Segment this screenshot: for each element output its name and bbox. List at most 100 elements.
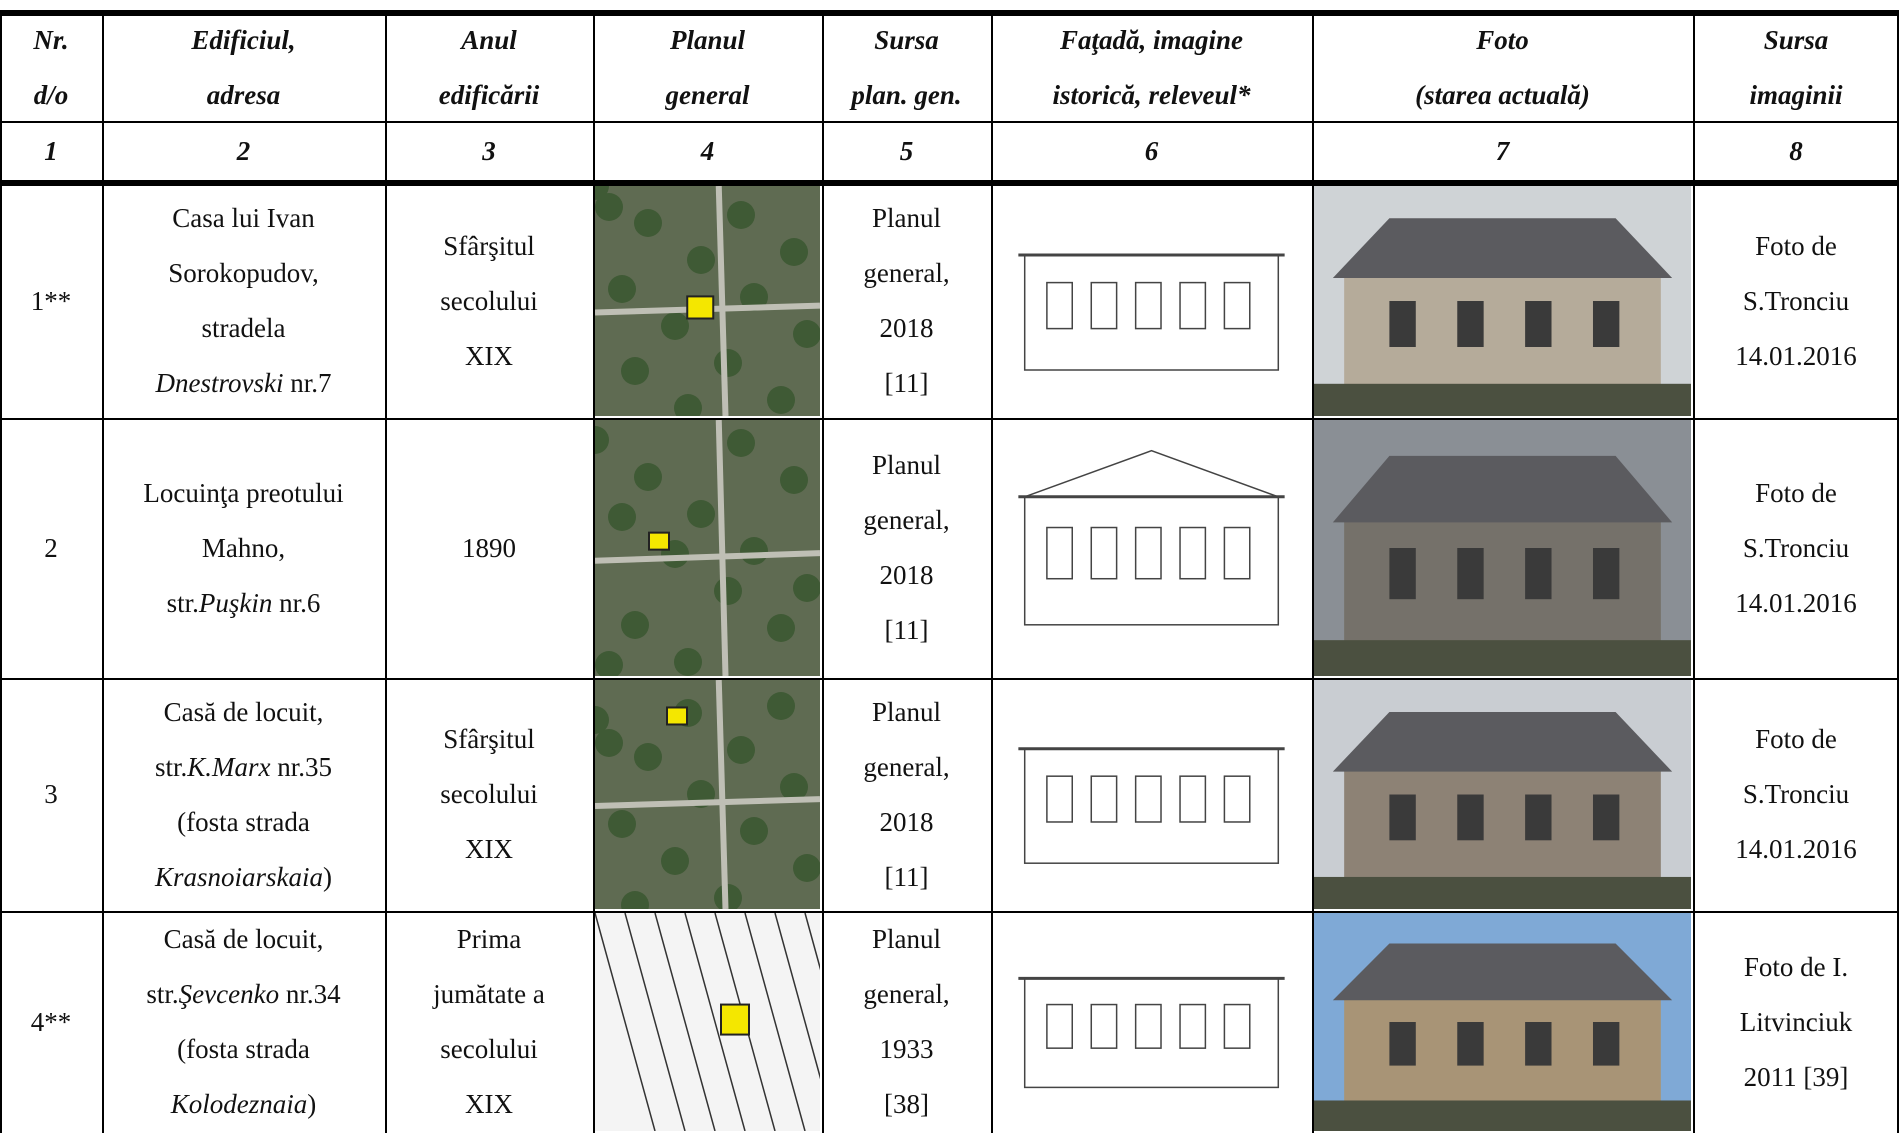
text-line: stradela xyxy=(201,313,286,343)
circle xyxy=(621,891,649,909)
circle xyxy=(793,854,820,882)
text-line: Litvinciuk xyxy=(1739,1006,1853,1037)
rect xyxy=(1389,1022,1416,1066)
circle xyxy=(727,429,755,457)
text-segment: nr.7 xyxy=(283,368,332,398)
rect xyxy=(1090,775,1118,823)
rect xyxy=(666,706,688,726)
table-cell: 4** xyxy=(0,911,102,1133)
text-line: XIX xyxy=(465,1089,513,1119)
table-cell: Sursa plan. gen. xyxy=(822,14,991,121)
circle xyxy=(634,743,662,771)
text-line: secolului xyxy=(440,285,538,316)
facade-drawing xyxy=(1018,253,1285,371)
rect xyxy=(648,531,670,551)
site-plan-image xyxy=(595,680,820,909)
text-line: S.Tronciu xyxy=(1742,532,1850,563)
table-cell: Casă de locuit, str.K.Marx nr.35 (fosta st… xyxy=(102,678,385,911)
rect xyxy=(1179,775,1207,823)
text-line: S.Tronciu xyxy=(1742,779,1850,809)
text-line: 14.01.2016 xyxy=(1735,340,1857,371)
row-number: 2 xyxy=(44,532,58,563)
path xyxy=(1332,712,1673,772)
table-cell: 1** xyxy=(0,184,102,418)
text-line: adresa xyxy=(206,79,281,110)
line xyxy=(595,550,820,564)
text-line: 2011 [39] xyxy=(1743,1061,1849,1092)
site-plan-image xyxy=(595,913,820,1131)
rect xyxy=(1525,548,1552,600)
text-line: general, xyxy=(863,751,950,782)
rect xyxy=(1525,1022,1552,1066)
text-line: Prima xyxy=(456,924,522,954)
path xyxy=(1024,449,1279,498)
vertical-rule xyxy=(991,10,993,1133)
text-segment: str. xyxy=(166,587,199,618)
text-line: 1933 xyxy=(879,1034,934,1064)
vertical-rule xyxy=(1693,10,1695,1133)
column-number: 6 xyxy=(1144,136,1159,166)
column-number: 3 xyxy=(482,136,496,166)
circle xyxy=(674,648,702,676)
text-segment: Şevcenko xyxy=(178,979,280,1009)
circle xyxy=(608,810,636,838)
text-line: Casă de locuit, xyxy=(163,924,324,954)
current-photo xyxy=(1314,186,1691,416)
rect xyxy=(595,913,820,1131)
circle xyxy=(634,463,662,491)
text-line: Sursa xyxy=(1763,24,1829,55)
rect xyxy=(1525,794,1552,841)
rect xyxy=(1592,794,1620,841)
table-cell: Foto de S.Tronciu 14.01.2016 xyxy=(1693,184,1899,418)
horizontal-rule xyxy=(0,121,1899,123)
rect xyxy=(1223,1003,1251,1049)
rect xyxy=(1046,526,1073,580)
rect xyxy=(686,295,715,320)
table-cell: Sfârşitul secolului XIX xyxy=(385,678,593,911)
text-line: Planul xyxy=(669,24,746,55)
table-cell: Foto (starea actuală) xyxy=(1312,14,1693,121)
table-cell: 1890 xyxy=(385,418,593,678)
horizontal-rule xyxy=(0,911,1899,913)
vertical-rule xyxy=(0,10,2,1133)
text-line: secolului xyxy=(440,779,538,809)
text-line: 14.01.2016 xyxy=(1735,834,1857,864)
rect xyxy=(1314,640,1691,676)
rect xyxy=(1525,301,1552,347)
text-line: Locuinţa preotului xyxy=(143,477,344,508)
table-cell: Sursa imaginii xyxy=(1693,14,1899,121)
circle xyxy=(793,574,820,602)
rect xyxy=(1389,794,1416,841)
circle xyxy=(595,706,609,734)
horizontal-rule xyxy=(0,180,1899,186)
circle xyxy=(595,729,623,757)
row-number: 3 xyxy=(44,779,58,809)
column-number: 4 xyxy=(700,136,715,166)
table-cell: 1 xyxy=(0,121,102,182)
text-segment: ) xyxy=(323,861,333,892)
text-line: 1890 xyxy=(462,532,516,563)
text-line: general, xyxy=(863,979,950,1009)
text-line: Dnestrovski nr.7 xyxy=(156,356,332,411)
rect xyxy=(1389,548,1416,600)
circle xyxy=(780,773,808,801)
text-line: 2018 xyxy=(879,806,934,837)
rect xyxy=(1314,1100,1691,1131)
circle xyxy=(780,238,808,266)
table-cell: 7 xyxy=(1312,121,1693,182)
column-number: 2 xyxy=(236,136,251,166)
circle xyxy=(740,817,768,845)
circle xyxy=(634,209,662,237)
circle xyxy=(793,320,820,348)
text-line: Foto de xyxy=(1755,724,1837,754)
circle xyxy=(595,651,623,676)
line xyxy=(595,913,656,1131)
table-cell: Planul general xyxy=(593,14,822,121)
line xyxy=(684,913,746,1131)
rect xyxy=(1314,876,1691,909)
table-cell: Prima jumătate a secolului XIX xyxy=(385,911,593,1133)
rect xyxy=(1592,301,1620,347)
line xyxy=(715,680,729,909)
text-segment: nr.6 xyxy=(272,587,321,618)
